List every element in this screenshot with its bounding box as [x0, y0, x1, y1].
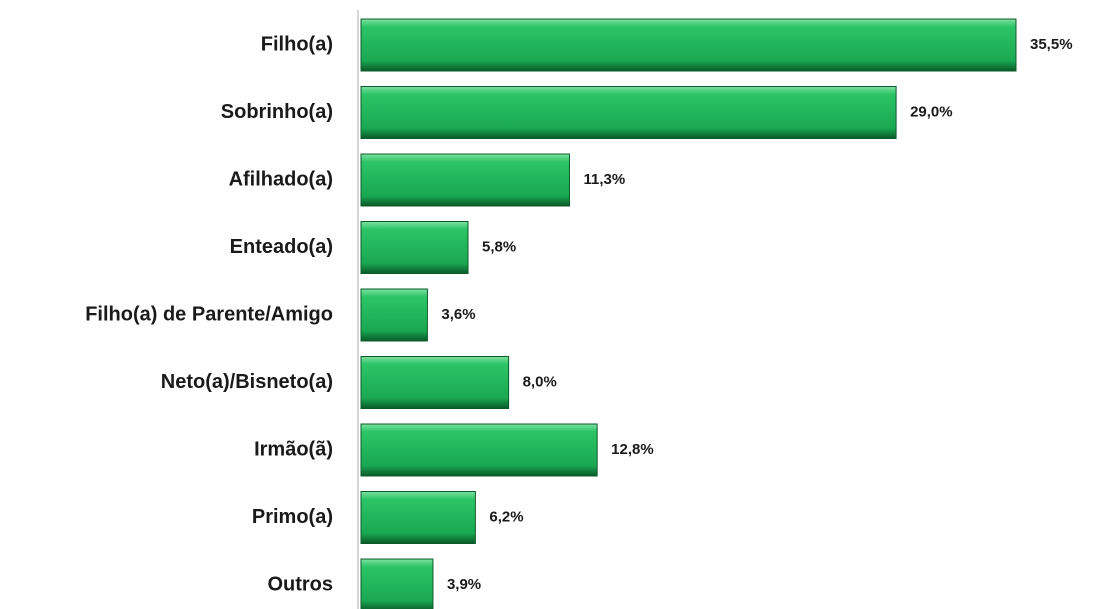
- bar: [360, 221, 469, 274]
- category-label: Outros: [267, 573, 333, 595]
- bar: [360, 491, 476, 544]
- bar: [360, 356, 510, 409]
- category-label: Irmão(ã): [254, 438, 333, 460]
- category-label: Enteado(a): [230, 236, 333, 258]
- category-label: Sobrinho(a): [221, 101, 333, 123]
- value-label: 11,3%: [583, 171, 625, 188]
- value-label: 3,9%: [447, 576, 481, 593]
- value-label: 29,0%: [910, 103, 953, 120]
- category-label: Filho(a) de Parente/Amigo: [85, 303, 333, 325]
- value-label: 8,0%: [523, 373, 557, 390]
- category-label: Primo(a): [252, 506, 333, 528]
- bar: [360, 288, 428, 342]
- value-label: 5,8%: [482, 238, 516, 255]
- category-label: Neto(a)/Bisneto(a): [161, 371, 333, 393]
- bar: [360, 558, 434, 609]
- bar: [360, 423, 598, 477]
- bar: [360, 86, 897, 139]
- category-label: Filho(a): [261, 33, 333, 55]
- value-label: 12,8%: [611, 441, 654, 458]
- value-label: 35,5%: [1030, 36, 1073, 53]
- value-label: 3,6%: [441, 306, 475, 323]
- value-label: 6,2%: [489, 508, 523, 525]
- category-label: Afilhado(a): [229, 168, 333, 190]
- bar: [360, 153, 570, 207]
- bar: [360, 18, 1017, 72]
